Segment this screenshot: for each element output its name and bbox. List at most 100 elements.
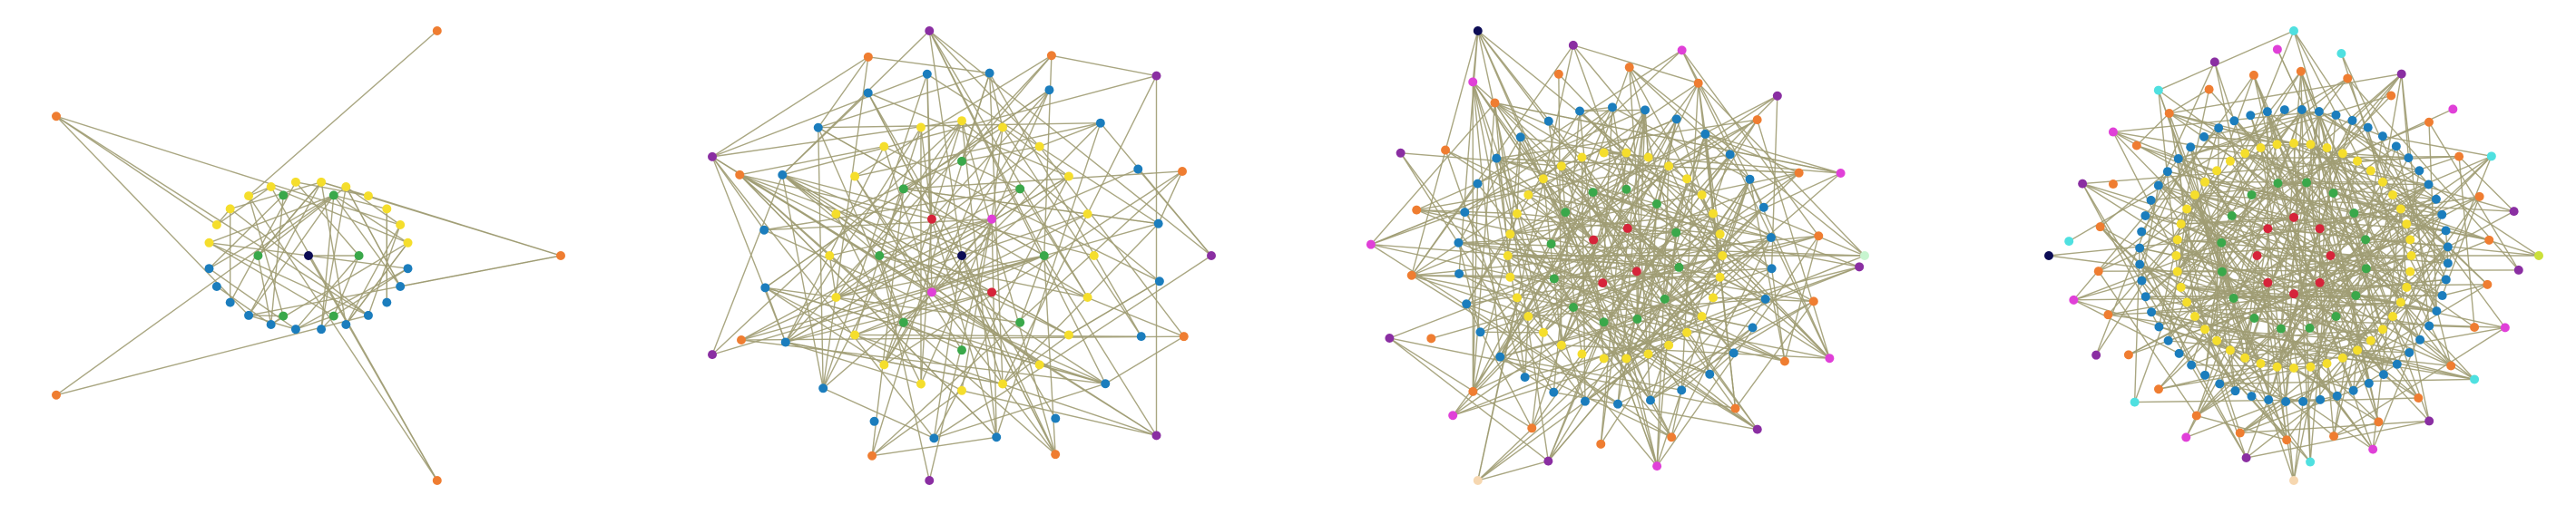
graph-node-yellow: [244, 191, 254, 201]
graph-node-blue: [341, 319, 351, 329]
graph-node-blue: [2279, 105, 2289, 115]
graph-edge: [1629, 66, 1750, 180]
graph-edge: [1466, 282, 1603, 305]
graph-edge: [1704, 133, 1737, 409]
graph-edge: [1445, 150, 1526, 378]
graph-4-nodes: [2044, 26, 2543, 485]
graph-node-blue: [1760, 294, 1770, 304]
graph-edge: [1516, 296, 1658, 467]
graph-node-magenta: [2500, 323, 2510, 333]
graph-node-yellow: [2402, 219, 2412, 229]
graph-node-yellow: [2377, 177, 2387, 187]
graph-node-green: [2305, 323, 2315, 333]
graph-node-green: [1632, 314, 1642, 324]
graph-node-orange: [2093, 267, 2103, 277]
graph-node-yellow: [1512, 209, 1522, 218]
graph-edge: [1712, 212, 1860, 267]
graph-edge: [2194, 315, 2287, 441]
graph-edge: [1516, 239, 1594, 298]
graph-edge: [1043, 223, 1159, 257]
graph-node-blue: [2187, 360, 2197, 370]
graph-edge: [2259, 147, 2321, 229]
graph-edge: [1636, 110, 1646, 319]
graph-edge: [2244, 255, 2258, 358]
graph-node-yellow: [879, 141, 889, 151]
graph-edge: [2133, 247, 2140, 403]
graph-node-magenta: [926, 287, 936, 297]
graph-node-blue: [2431, 194, 2441, 204]
graph-node-red: [2252, 251, 2262, 260]
graph-node-blue: [1520, 373, 1530, 383]
graph-edge: [903, 188, 1159, 225]
graph-edge: [740, 335, 1184, 341]
graph-edge: [711, 56, 869, 158]
graph-edge: [961, 121, 997, 438]
graph-edge: [2300, 71, 2380, 422]
graph-node-yellow: [1682, 174, 1692, 184]
graph-node-yellow: [831, 209, 841, 219]
graph-edge: [2365, 146, 2397, 240]
graph-node-blue: [1575, 106, 1585, 116]
graph-node-purple: [1855, 262, 1865, 272]
graph-edge: [1756, 119, 1831, 359]
graph-edge: [2267, 282, 2287, 441]
graph-node-yellow: [266, 182, 276, 192]
graph-node-orange: [1178, 166, 1188, 176]
graph-edge: [1500, 355, 1682, 392]
graph-node-blue: [2441, 226, 2451, 236]
graph-edge: [1509, 233, 1672, 438]
graph-edge: [2139, 247, 2192, 365]
graph-edge: [2333, 421, 2379, 437]
graph-node-yellow: [204, 238, 214, 247]
graph-edge: [333, 195, 401, 287]
graph-edge: [1528, 298, 1766, 317]
graph-node-blue: [1095, 118, 1105, 128]
graph-node-orange: [2103, 310, 2113, 320]
graph-node-red: [2263, 224, 2273, 234]
graph-edge: [934, 383, 1106, 440]
graph-edge: [1527, 165, 1670, 317]
graph-edge: [270, 186, 408, 244]
graph-node-orange: [2191, 411, 2201, 421]
graph-node-yellow: [396, 220, 406, 230]
graph-node-magenta: [2069, 295, 2079, 305]
graph-4: [2044, 26, 2543, 485]
graph-node-orange: [2282, 435, 2292, 445]
graph-node-yellow: [290, 177, 300, 187]
graph-node-blue: [1766, 233, 1776, 243]
graph-node-blue: [2135, 243, 2145, 253]
graph-node-yellow: [2189, 312, 2199, 322]
graph-node-orange: [1412, 205, 1422, 215]
graph-node-purple: [1396, 148, 1406, 158]
graph-edge: [1499, 191, 1594, 357]
graph-edge: [2267, 112, 2269, 401]
graph-edge: [2081, 182, 2222, 244]
graph-3: [1366, 26, 1869, 485]
graph-edge: [55, 194, 335, 396]
graph-node-blue: [1475, 327, 1485, 337]
graph-node-orange: [2483, 279, 2493, 289]
graph-node-blue: [1607, 102, 1617, 112]
graph-node-blue: [2424, 321, 2434, 331]
graph-node-blue: [760, 283, 770, 293]
graph-node-blue: [2153, 180, 2163, 190]
graph-node-blue: [2391, 141, 2401, 151]
graph-node-purple: [1543, 456, 1553, 466]
graph-node-yellow: [2388, 312, 2398, 322]
graph-node-cyan: [2153, 85, 2163, 95]
graph-node-yellow: [2189, 189, 2199, 199]
graph-node-blue: [2162, 167, 2172, 177]
graph-node-red: [2289, 212, 2298, 222]
graph-edge: [1572, 44, 1714, 215]
graph-edge: [2073, 279, 2142, 301]
graph-node-blue: [2392, 359, 2402, 369]
graph-edge: [1509, 157, 1583, 278]
graph-node-cyan: [2306, 457, 2316, 467]
graph-edge: [711, 120, 963, 355]
graph-edge: [740, 168, 1139, 341]
graph-edge: [931, 127, 1004, 293]
graph-node-green: [875, 251, 885, 260]
graph-node-green: [2228, 293, 2238, 303]
graph-edge: [867, 56, 990, 74]
